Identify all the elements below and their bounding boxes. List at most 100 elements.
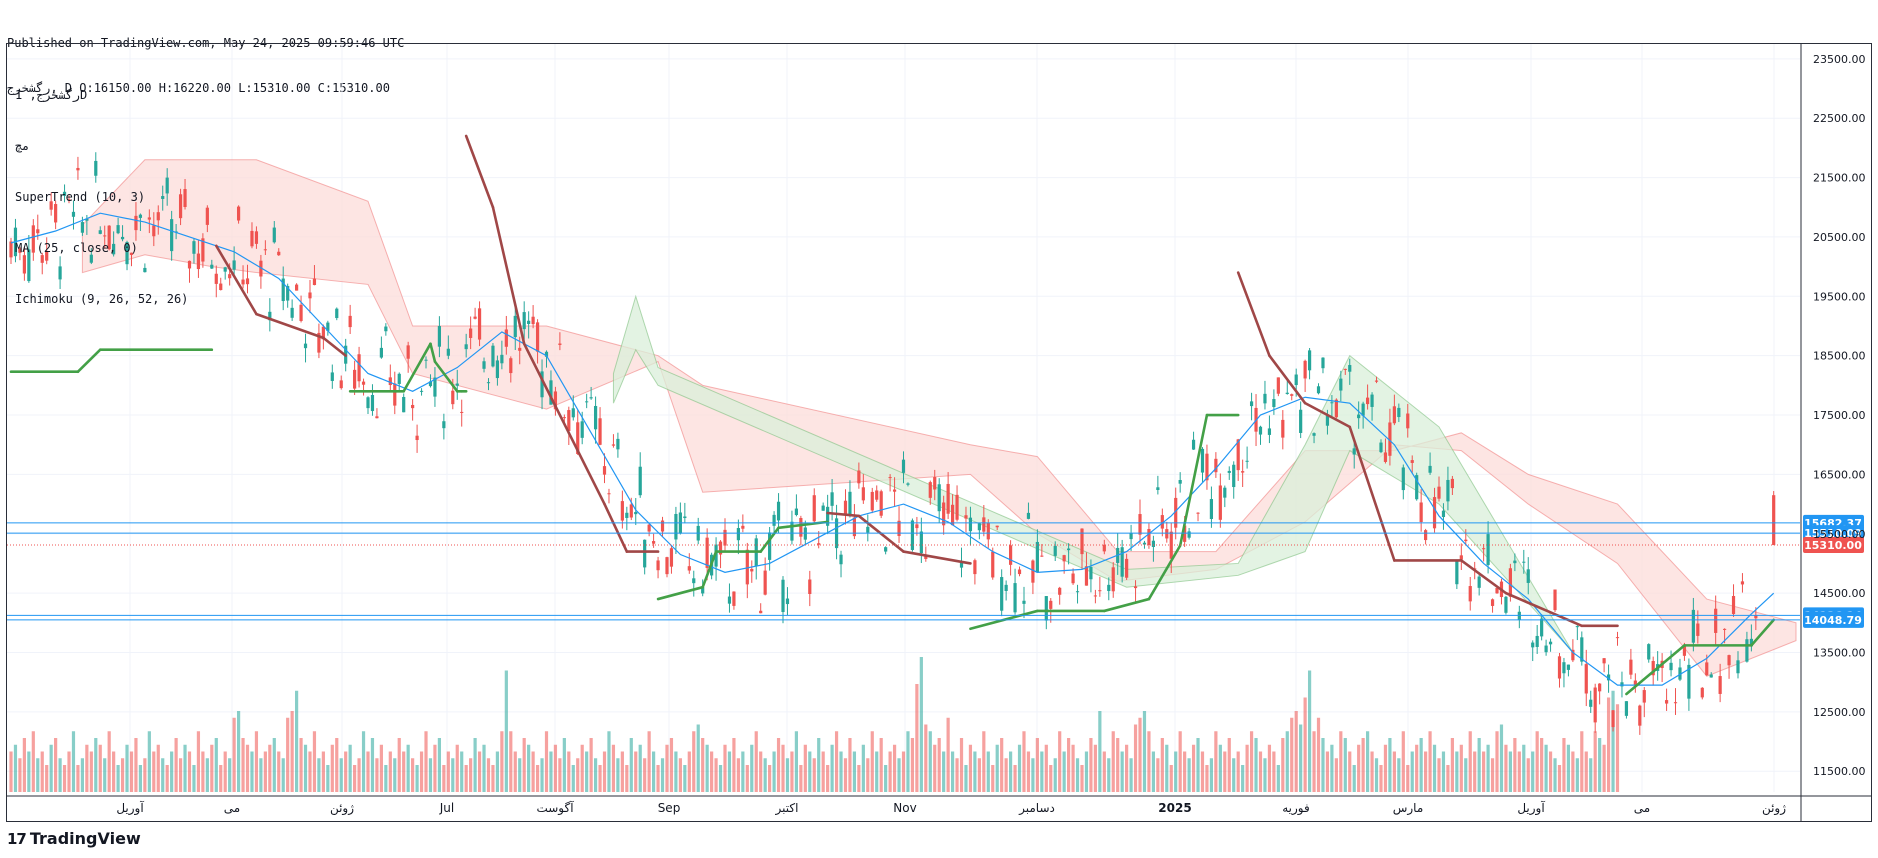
candle-body [1736,660,1740,674]
volume-bar [504,670,508,792]
candle-body [955,494,959,520]
candle-body [1437,486,1441,499]
x-tick-label: 2025 [1158,801,1191,815]
volume-bar [1513,738,1517,792]
candle-body [1022,600,1026,604]
candle-body [1513,560,1517,564]
volume-bar [741,751,745,792]
candle-body [1611,710,1615,728]
volume-bar [1352,765,1356,792]
tradingview-logo[interactable]: 17 TradingView [7,829,141,848]
candle-body [348,315,352,328]
volume-bar [1174,751,1178,792]
volume-bar [379,744,383,792]
volume-bar [1441,751,1446,792]
candle-body [1589,699,1593,707]
candle-body [1214,458,1218,473]
candle-body [161,196,165,199]
candle-body [647,524,651,532]
y-tick-label: 15500.00 [1813,528,1866,541]
x-tick-label: می [1634,801,1650,815]
candle-body [205,207,209,225]
volume-bar [1343,738,1347,792]
candle-body [625,512,629,518]
volume-bar [482,744,486,792]
volume-bar [1566,744,1571,792]
volume-bar [477,751,482,792]
candle-body [915,524,919,529]
volume-bar [647,731,651,792]
candle-body [500,354,504,364]
volume-bar [147,731,151,792]
volume-bar [1366,731,1370,792]
candle-body [1606,674,1611,681]
volume-bar [553,744,558,792]
candle-body [228,274,232,279]
legend-ma[interactable]: MA (25, close, 0) [15,241,138,255]
volume-bar [1254,738,1258,792]
candle-body [781,579,785,613]
candle-body [527,320,531,324]
candle-body [107,225,111,250]
volume-bar [1200,751,1205,792]
volume-bar [18,758,22,792]
ichimoku-cloud-bearish [81,159,1797,677]
volume-bar [344,751,348,792]
volume-bar [1272,751,1276,792]
volume-bar [1464,758,1468,792]
volume-bar [1615,704,1620,792]
volume-bar [446,751,450,792]
supertrend-segment [1178,413,1209,547]
volume-bar [299,738,303,792]
candle-body [1468,586,1472,602]
volume-bar [669,738,674,792]
legend-supertrend[interactable]: SuperTrend (10, 3) [15,190,146,204]
candle-body [491,345,495,367]
volume-bar [1383,744,1388,792]
volume-bar [1053,758,1057,792]
legend-ichimoku[interactable]: Ichimoku (9, 26, 52, 26) [15,292,189,306]
volume-bar [49,744,53,792]
volume-bar [620,751,624,792]
candle-body [1575,626,1579,628]
legend-exchange: مچ [15,139,30,153]
volume-bar [763,758,767,792]
volume-bar [1258,751,1263,792]
volume-bar [808,751,812,792]
candle-body [1749,638,1753,647]
candle-body [495,360,500,379]
legend-symbol[interactable]: رگشخرج, 1D [15,88,88,102]
candle-body [1258,426,1263,435]
y-tick-label: 14500.00 [1813,587,1866,600]
candle-body [1138,514,1142,535]
candle-body [1651,660,1655,676]
x-tick-label: آوریل [116,800,144,816]
volume-bar [353,765,357,792]
candle-body [1580,637,1584,662]
candle-body [156,212,160,221]
candle-body [1004,584,1008,591]
candle-body [723,529,727,546]
volume-bar [1223,751,1227,792]
volume-bar [527,744,531,792]
candle-body [1227,470,1231,473]
volume-bar [1415,744,1419,792]
volume-bar [1401,731,1405,792]
volume-bar [1129,758,1133,792]
volume-bar [1584,751,1588,792]
candle-body [799,518,803,537]
volume-bar [1598,738,1602,792]
candle-body [884,547,888,552]
volume-bar [1267,744,1272,792]
volume-bar [1379,765,1383,792]
price-label-box [1803,537,1864,554]
volume-bar [357,758,361,792]
volume-bar [1303,697,1307,792]
candle-body [652,541,656,544]
supertrend-segment [214,244,258,316]
candle-body [415,435,419,441]
candle-body [272,227,276,243]
candle-body [1477,576,1481,588]
volume-bar [638,744,642,792]
